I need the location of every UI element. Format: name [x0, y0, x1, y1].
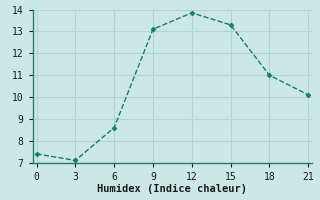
X-axis label: Humidex (Indice chaleur): Humidex (Indice chaleur): [97, 184, 247, 194]
